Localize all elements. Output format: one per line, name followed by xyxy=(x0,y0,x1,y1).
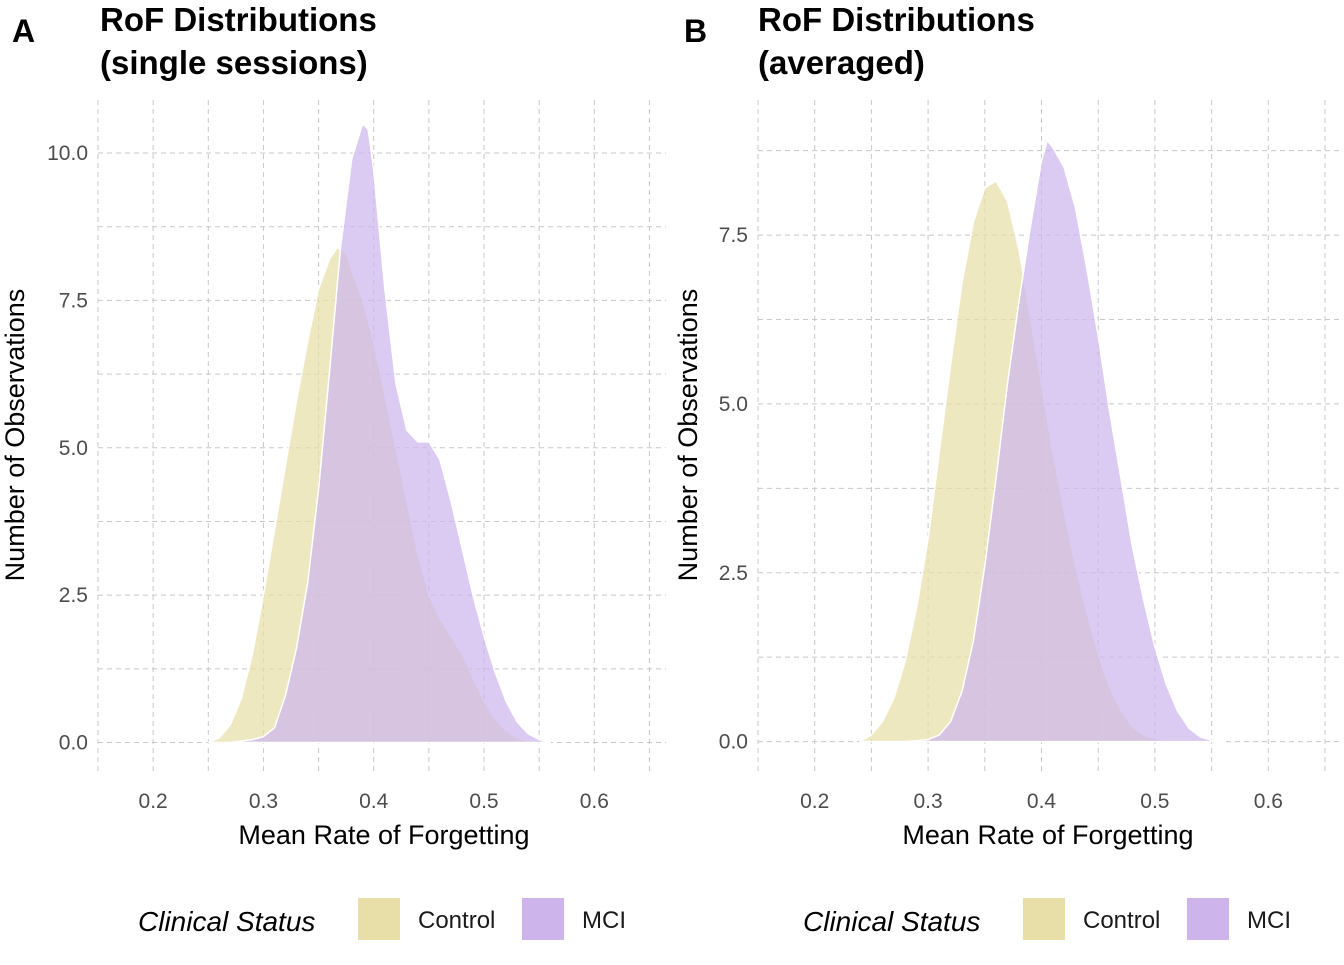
panel-a-y-tick-label: 0.0 xyxy=(59,732,88,755)
panel-b-plot-area: 0.2 0.3 0.4 0.5 0.6 0.0 2.5 5.0 7.5 xyxy=(719,100,1342,813)
panel-b-legend-label-mci: MCI xyxy=(1247,907,1291,934)
panel-a-x-tick-label: 0.3 xyxy=(249,790,278,813)
panel-b-legend-swatch-control xyxy=(1023,898,1065,940)
panel-b-y-tick-label: 7.5 xyxy=(719,224,748,247)
panel-b-legend-swatch-mci xyxy=(1187,898,1229,940)
panel-a-legend-label-mci: MCI xyxy=(582,907,626,934)
panel-a-title-line2: (single sessions) xyxy=(100,44,368,81)
panel-a-y-tick-label: 7.5 xyxy=(59,289,88,312)
panel-b-x-tick-label: 0.2 xyxy=(800,790,829,813)
panel-a-y-tick-label: 10.0 xyxy=(47,142,88,165)
panel-b: B RoF Distributions (averaged) 0.2 0.3 0.4… xyxy=(673,1,1342,850)
panel-tag-a: A xyxy=(12,13,35,49)
panel-b-legend: Clinical Status Control MCI xyxy=(803,898,1291,940)
panel-b-y-axis-label: Number of Observations xyxy=(673,289,703,582)
panel-a-legend-swatch-control xyxy=(358,898,400,940)
panel-a-x-tick-label: 0.2 xyxy=(139,790,168,813)
panel-a-x-tick-label: 0.4 xyxy=(359,790,389,813)
panel-a-legend-swatch-mci xyxy=(522,898,564,940)
panel-a-y-axis-label: Number of Observations xyxy=(0,289,30,582)
panel-b-y-tick-label: 2.5 xyxy=(719,562,748,585)
panel-a-x-tick-label: 0.5 xyxy=(469,790,498,813)
panel-tag-b: B xyxy=(684,13,707,49)
panel-b-x-axis-label: Mean Rate of Forgetting xyxy=(902,820,1193,850)
panel-b-title-line1: RoF Distributions xyxy=(758,1,1035,38)
panel-b-x-tick-label: 0.6 xyxy=(1254,790,1283,813)
panel-a-legend: Clinical Status Control MCI xyxy=(138,898,626,940)
panel-b-x-tick-label: 0.4 xyxy=(1027,790,1057,813)
panel-b-x-tick-label: 0.5 xyxy=(1140,790,1169,813)
panel-b-y-tick-label: 5.0 xyxy=(719,393,748,416)
panel-a: A RoF Distributions (single sessions) 0.… xyxy=(0,1,666,850)
panel-a-legend-label-control: Control xyxy=(418,907,495,934)
panel-a-x-tick-label: 0.6 xyxy=(580,790,609,813)
panel-a-density-mci xyxy=(229,122,551,744)
panel-b-legend-label-control: Control xyxy=(1083,907,1160,934)
panel-a-title-line1: RoF Distributions xyxy=(100,1,377,38)
panel-b-x-tick-label: 0.3 xyxy=(913,790,942,813)
panel-a-x-axis-label: Mean Rate of Forgetting xyxy=(238,820,529,850)
panel-b-title-line2: (averaged) xyxy=(758,44,925,81)
panel-a-y-tick-label: 2.5 xyxy=(59,584,88,607)
panel-b-legend-title: Clinical Status xyxy=(803,906,980,937)
panel-b-y-tick-label: 0.0 xyxy=(719,731,748,754)
panel-b-density-mci xyxy=(904,139,1224,743)
panel-a-y-tick-label: 5.0 xyxy=(59,437,88,460)
panel-a-plot-area: 0.2 0.3 0.4 0.5 0.6 0.0 2.5 5.0 7.5 10.0 xyxy=(47,100,666,813)
panel-a-legend-title: Clinical Status xyxy=(138,906,315,937)
